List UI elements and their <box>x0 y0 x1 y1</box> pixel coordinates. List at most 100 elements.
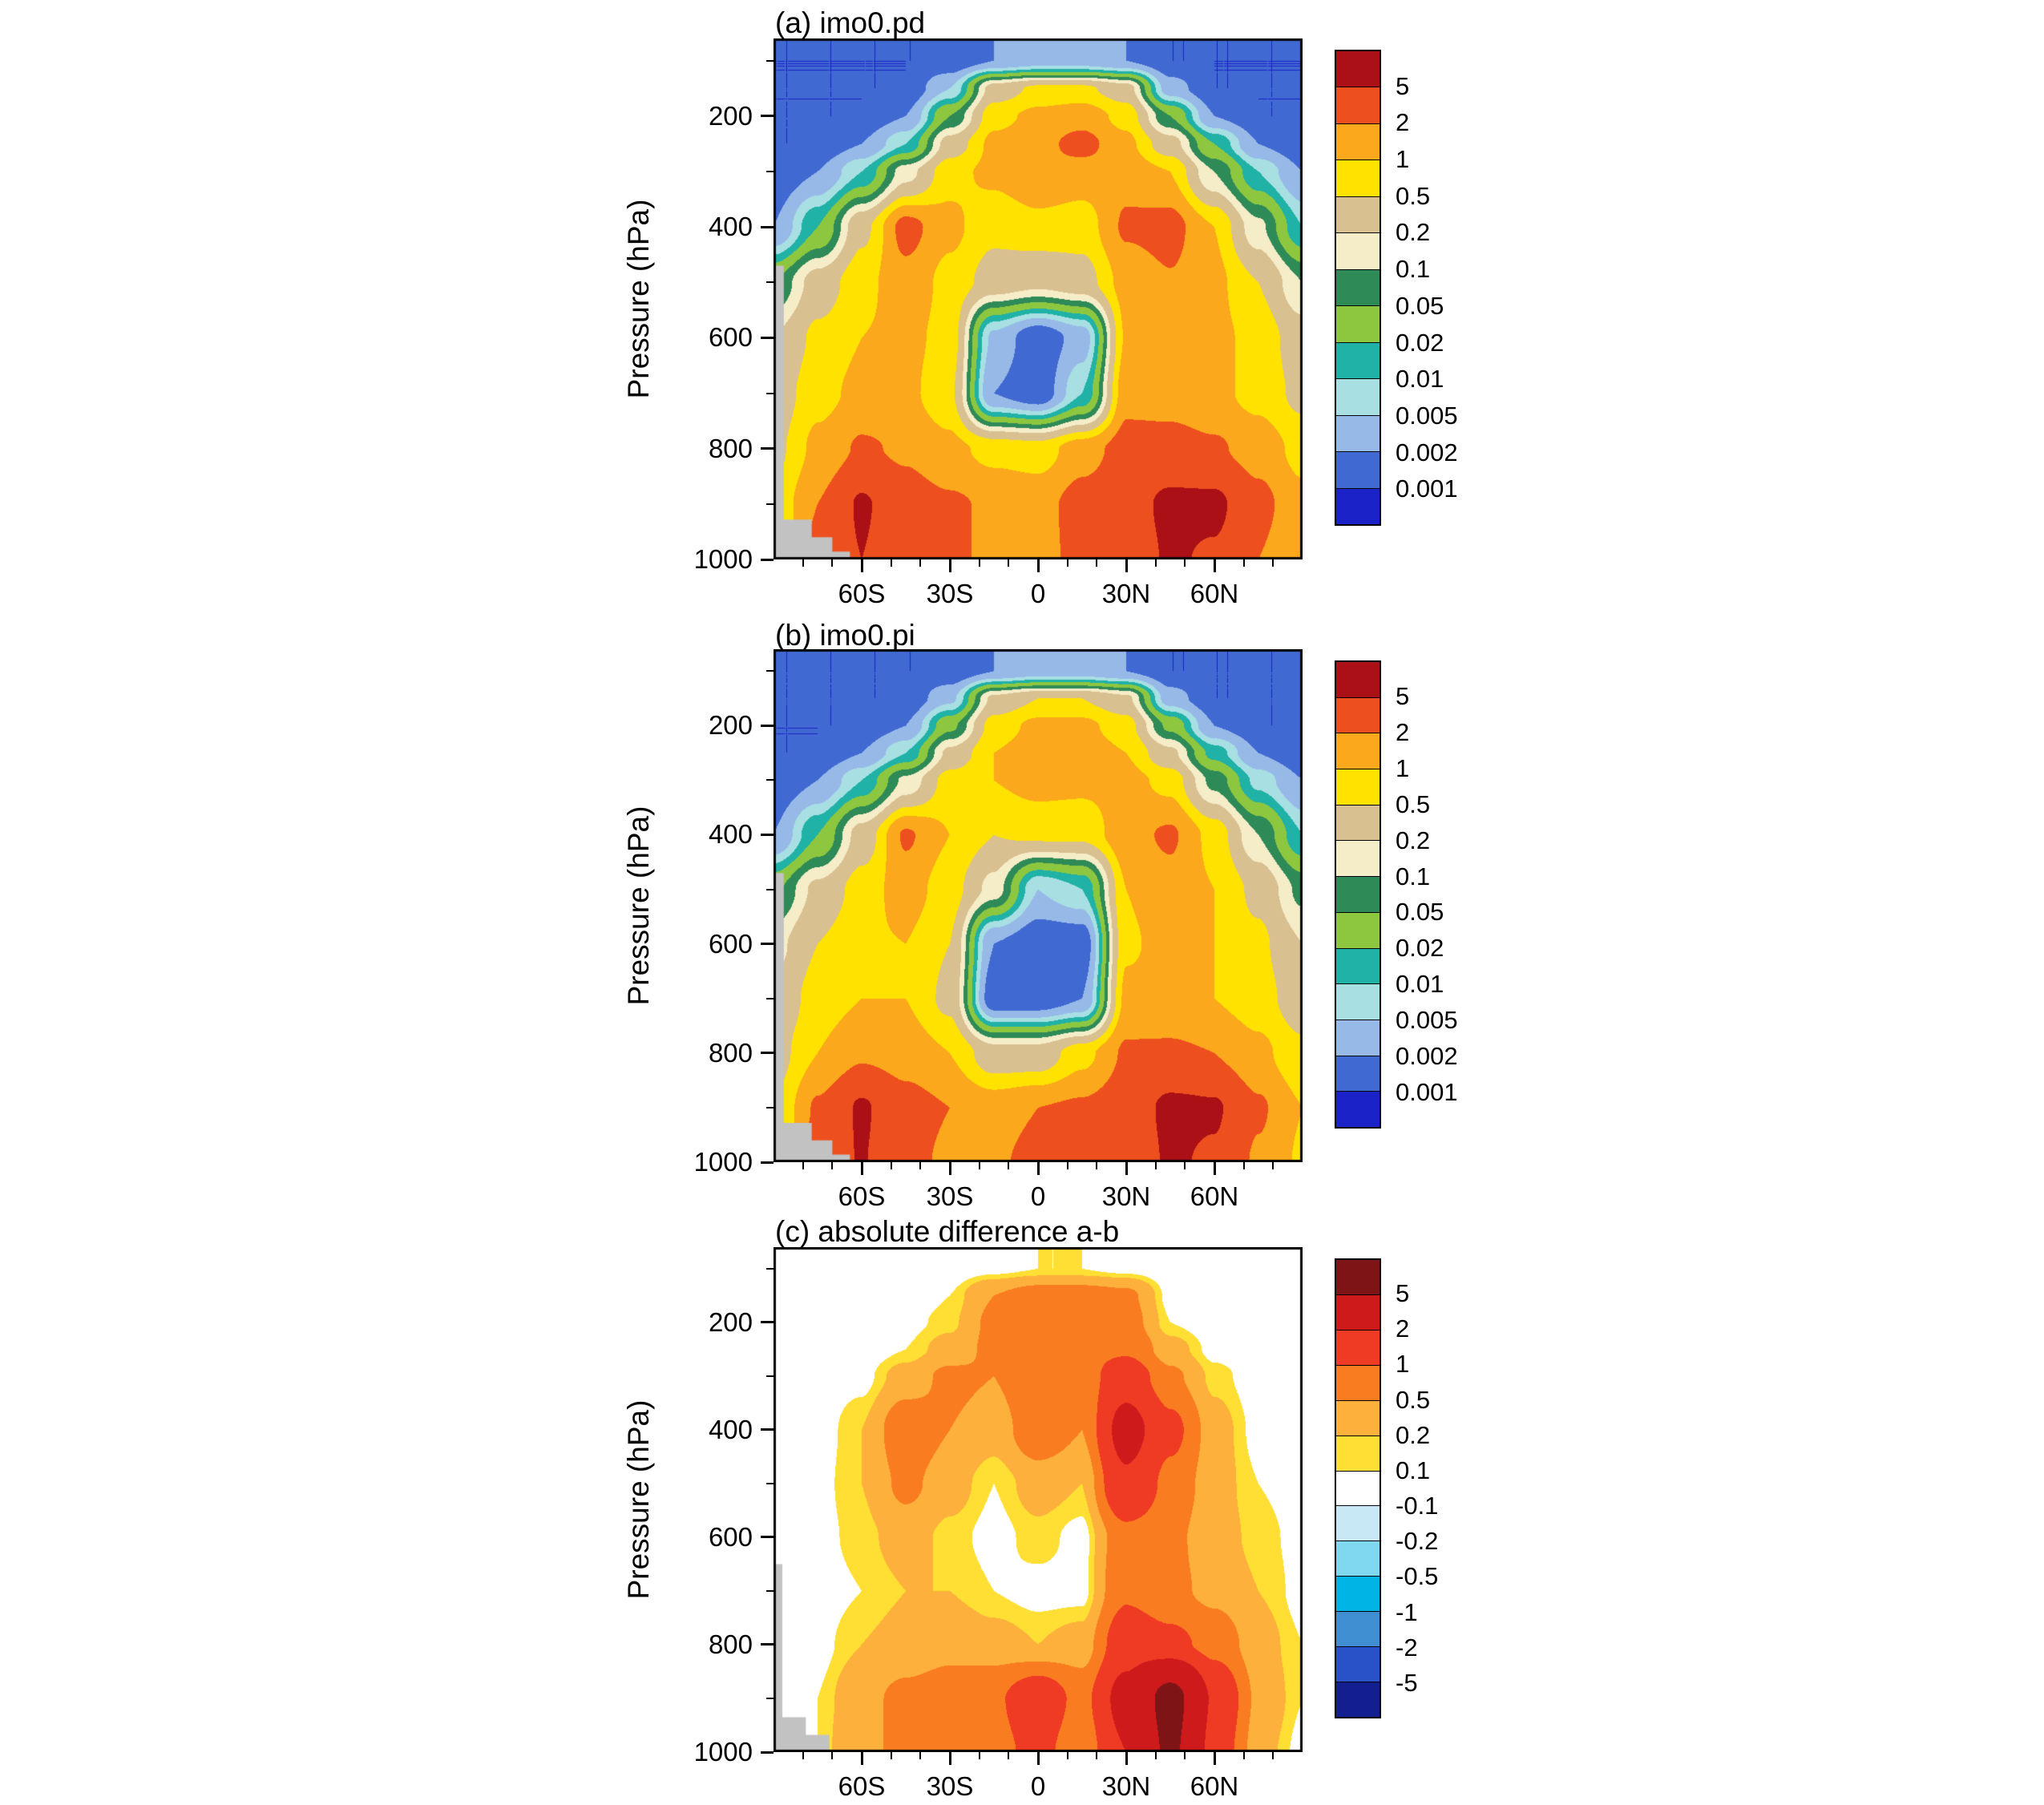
x-major-tick <box>860 1752 863 1765</box>
y-minor-tick <box>766 997 774 999</box>
colorbar-band <box>1336 1682 1379 1717</box>
x-major-tick <box>1125 1752 1128 1765</box>
x-tick-label: 30S <box>926 579 974 608</box>
colorbar-label: 0.1 <box>1396 1456 1431 1484</box>
y-tick-label: 200 <box>708 710 753 741</box>
x-minor-tick <box>831 1162 834 1169</box>
panel-b-title: (b) imo0.pi <box>775 619 915 652</box>
colorbar-label: 0.01 <box>1396 970 1444 999</box>
y-major-tick <box>761 558 774 561</box>
y-major-tick <box>761 1428 774 1431</box>
colorbar-label: 0.2 <box>1396 826 1431 854</box>
x-tick-label: 0 <box>1030 579 1046 608</box>
x-minor-tick <box>831 559 834 567</box>
x-minor-tick <box>1184 1752 1186 1759</box>
x-major-tick <box>948 1752 951 1765</box>
colorbar-band <box>1336 378 1379 415</box>
contour-plot-b <box>774 649 1303 1162</box>
colorbar-label: 1 <box>1396 753 1410 782</box>
colorbar-label: 0.5 <box>1396 181 1431 210</box>
x-tick-label: 60N <box>1190 579 1239 608</box>
y-minor-tick <box>766 1589 774 1592</box>
colorbar-band <box>1336 1329 1379 1365</box>
colorbar-label: 0.05 <box>1396 898 1444 927</box>
colorbar-band <box>1336 769 1379 805</box>
x-tick-label: 30S <box>926 1771 974 1801</box>
y-tick-label: 800 <box>708 1037 753 1068</box>
colorbar-band <box>1336 1055 1379 1092</box>
colorbar-band <box>1336 341 1379 379</box>
colorbar-band <box>1336 232 1379 269</box>
colorbar-label: 0.5 <box>1396 789 1431 818</box>
x-major-tick <box>1036 559 1040 572</box>
y-major-tick <box>761 833 774 836</box>
colorbar-band <box>1336 1611 1379 1647</box>
x-minor-tick <box>1066 1752 1068 1759</box>
colorbar-label: 1 <box>1396 145 1410 174</box>
x-major-tick <box>1125 1162 1128 1175</box>
x-major-tick <box>1125 559 1128 572</box>
y-minor-tick <box>766 1267 774 1270</box>
colorbar-band <box>1336 160 1379 196</box>
y-tick-label: 600 <box>708 322 753 353</box>
x-minor-tick <box>1154 559 1157 567</box>
y-minor-tick <box>766 670 774 672</box>
x-minor-tick <box>1272 1752 1274 1759</box>
colorbar-label: 5 <box>1396 681 1410 710</box>
colorbar-label: 0.002 <box>1396 438 1458 466</box>
x-minor-tick <box>978 559 980 567</box>
colorbar-c <box>1335 1258 1381 1718</box>
colorbar-band <box>1336 51 1379 87</box>
y-minor-tick <box>766 1375 774 1377</box>
x-minor-tick <box>1272 559 1274 567</box>
x-tick-label: 60S <box>838 1771 886 1801</box>
colorbar-label: 0.2 <box>1396 1420 1431 1449</box>
colorbar-label: 0.02 <box>1396 328 1444 357</box>
x-tick-label: 30N <box>1101 1181 1151 1211</box>
colorbar-label: 5 <box>1396 1279 1410 1308</box>
y-axis-label: Pressure (hPa) <box>622 199 655 399</box>
colorbar-band <box>1336 983 1379 1020</box>
colorbar-label: -0.2 <box>1396 1527 1439 1556</box>
y-major-tick <box>761 225 774 228</box>
x-tick-label: 60S <box>838 1181 886 1211</box>
y-axis-label: Pressure (hPa) <box>622 1399 655 1600</box>
x-tick-label: 30N <box>1101 1771 1151 1801</box>
colorbar-label: 2 <box>1396 1314 1410 1343</box>
x-tick-label: 30N <box>1101 579 1151 608</box>
colorbar-band <box>1336 947 1379 984</box>
x-minor-tick <box>1242 559 1245 567</box>
colorbar-band <box>1336 804 1379 841</box>
y-tick-label: 1000 <box>693 544 753 574</box>
colorbar-band <box>1336 1435 1379 1471</box>
y-tick-label: 1000 <box>693 1737 753 1767</box>
colorbar-label: 2 <box>1396 108 1410 137</box>
y-minor-tick <box>766 888 774 890</box>
y-major-tick <box>761 336 774 339</box>
colorbar-label: 0.05 <box>1396 291 1444 320</box>
x-minor-tick <box>1008 1162 1010 1169</box>
x-minor-tick <box>890 1162 892 1169</box>
y-major-tick <box>761 447 774 450</box>
colorbar-band <box>1336 1541 1379 1577</box>
y-minor-tick <box>766 1482 774 1484</box>
x-minor-tick <box>1242 1752 1245 1759</box>
x-major-tick <box>1213 1752 1216 1765</box>
y-axis-label: Pressure (hPa) <box>622 806 655 1006</box>
y-minor-tick <box>766 281 774 284</box>
colorbar-band <box>1336 123 1379 160</box>
colorbar-band <box>1336 1646 1379 1682</box>
colorbar-label: 0.1 <box>1396 862 1431 890</box>
y-major-tick <box>761 1643 774 1646</box>
colorbar-band <box>1336 662 1379 697</box>
colorbar-band <box>1336 1260 1379 1294</box>
x-minor-tick <box>919 1752 922 1759</box>
x-major-tick <box>1213 559 1216 572</box>
colorbar-label: 1 <box>1396 1350 1410 1379</box>
colorbar-b <box>1335 660 1381 1129</box>
y-tick-label: 600 <box>708 1521 753 1552</box>
y-minor-tick <box>766 1697 774 1699</box>
x-minor-tick <box>1066 1162 1068 1169</box>
y-tick-label: 800 <box>708 1629 753 1659</box>
